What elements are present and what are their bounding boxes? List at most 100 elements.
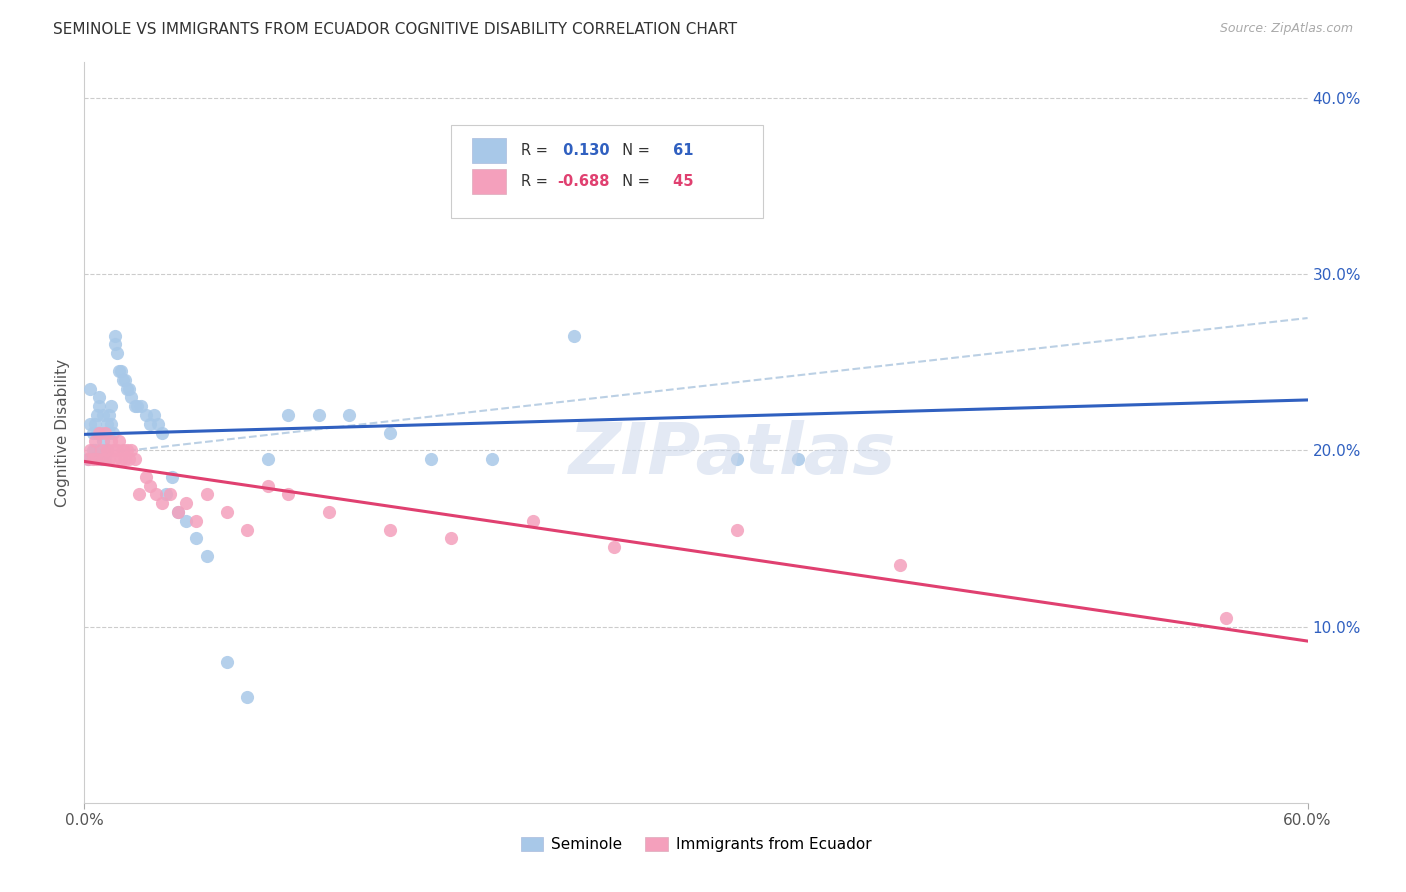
Point [562, 328, 585, 343]
Point [124, 399, 146, 413]
Point [174, 496, 197, 510]
Point [112, 373, 135, 387]
Point [481, 452, 503, 467]
Point [79, 443, 101, 458]
Point [339, 408, 361, 422]
Point [97, 452, 120, 467]
Point [138, 417, 160, 431]
Point [79, 382, 101, 396]
Point [167, 505, 190, 519]
Point [115, 443, 138, 458]
FancyBboxPatch shape [472, 169, 506, 194]
Point [100, 399, 122, 413]
Text: N =: N = [613, 143, 654, 158]
Point [380, 523, 402, 537]
Point [100, 434, 122, 449]
Point [90, 425, 112, 440]
Text: R =: R = [522, 143, 553, 158]
Point [87, 390, 110, 404]
Point [128, 487, 150, 501]
Point [108, 434, 131, 449]
Point [104, 452, 127, 467]
Point [135, 469, 157, 483]
Point [115, 382, 138, 396]
Point [217, 655, 239, 669]
Text: R =: R = [522, 174, 553, 189]
Point [86, 425, 108, 440]
Point [124, 452, 146, 467]
Point [86, 408, 108, 422]
Point [142, 408, 165, 422]
Point [91, 408, 114, 422]
Point [91, 452, 114, 467]
Point [277, 487, 299, 501]
Point [380, 425, 402, 440]
Point [155, 487, 177, 501]
Point [277, 408, 299, 422]
Text: Source: ZipAtlas.com: Source: ZipAtlas.com [1219, 22, 1353, 36]
Point [91, 434, 114, 449]
Text: 0.130: 0.130 [558, 143, 609, 158]
Point [167, 505, 190, 519]
Point [79, 417, 101, 431]
Point [725, 523, 748, 537]
Point [77, 452, 100, 467]
Point [82, 452, 104, 467]
Point [195, 549, 218, 563]
Point [186, 514, 208, 528]
Text: N =: N = [613, 174, 654, 189]
Point [114, 373, 136, 387]
Point [101, 425, 124, 440]
Point [110, 452, 132, 467]
Point [159, 487, 181, 501]
Point [77, 452, 100, 467]
Text: 61: 61 [668, 143, 693, 158]
Text: ZIPatlas: ZIPatlas [569, 420, 897, 490]
Point [257, 478, 280, 492]
Point [120, 390, 142, 404]
Point [120, 443, 142, 458]
Text: SEMINOLE VS IMMIGRANTS FROM ECUADOR COGNITIVE DISABILITY CORRELATION CHART: SEMINOLE VS IMMIGRANTS FROM ECUADOR COGN… [53, 22, 738, 37]
Point [236, 690, 259, 704]
Point [105, 443, 128, 458]
Point [127, 399, 149, 413]
Point [104, 337, 127, 351]
Point [145, 487, 167, 501]
Point [86, 452, 108, 467]
Point [82, 425, 104, 440]
Point [93, 443, 115, 458]
Point [135, 408, 157, 422]
Point [440, 532, 463, 546]
Point [97, 425, 120, 440]
Point [96, 417, 118, 431]
Point [97, 408, 120, 422]
Point [101, 443, 124, 458]
Point [150, 496, 173, 510]
Point [96, 443, 118, 458]
Point [87, 425, 110, 440]
Point [160, 469, 183, 483]
Point [87, 399, 110, 413]
FancyBboxPatch shape [451, 126, 763, 218]
Point [83, 417, 105, 431]
Point [83, 443, 105, 458]
Point [90, 443, 112, 458]
Y-axis label: Cognitive Disability: Cognitive Disability [55, 359, 70, 507]
Point [131, 399, 153, 413]
Point [603, 540, 626, 554]
Point [105, 346, 128, 360]
Point [308, 408, 330, 422]
Point [236, 523, 259, 537]
Point [82, 443, 104, 458]
Point [83, 434, 105, 449]
Point [787, 452, 810, 467]
Point [138, 478, 160, 492]
Point [195, 487, 218, 501]
Point [90, 452, 112, 467]
Point [108, 364, 131, 378]
Point [318, 505, 340, 519]
Point [186, 532, 208, 546]
Text: 45: 45 [668, 174, 693, 189]
Point [217, 505, 239, 519]
Point [146, 417, 169, 431]
